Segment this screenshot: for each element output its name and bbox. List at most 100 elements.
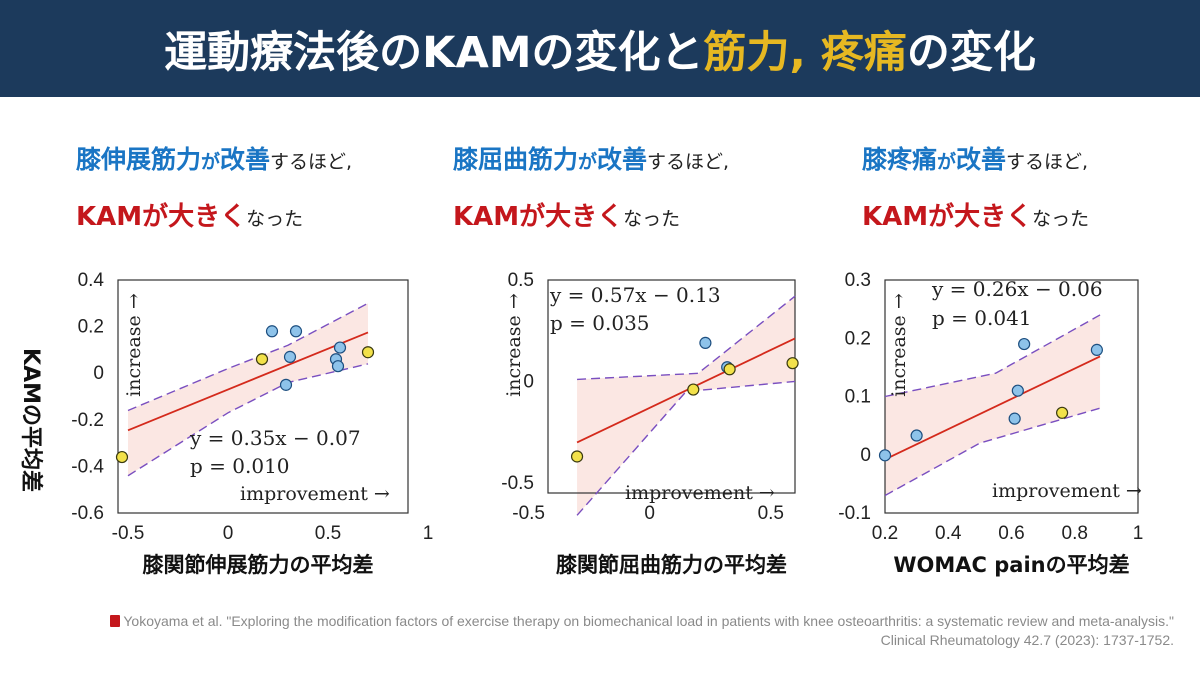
data-point-blue bbox=[283, 350, 297, 363]
x-axis-label: 膝関節伸展筋力の平均差 bbox=[143, 553, 374, 577]
y-tick-label: 0.1 bbox=[845, 387, 871, 408]
p-value: p = 0.041 bbox=[932, 306, 1032, 330]
panel2-result: KAMが大きくなった bbox=[453, 196, 680, 233]
y-tick-label: 0.2 bbox=[845, 328, 871, 349]
plot-frame bbox=[547, 279, 796, 494]
title-highlight: 筋力, 疼痛 bbox=[703, 27, 907, 78]
y-tick-label: 0 bbox=[523, 371, 534, 392]
ci-upper-line bbox=[577, 295, 796, 381]
y-tick-label: 0.4 bbox=[78, 270, 105, 291]
x-tick-label: 1 bbox=[1133, 523, 1144, 544]
x-axis-label: WOMAC painの平均差 bbox=[893, 553, 1129, 577]
x-tick-label: 0 bbox=[644, 503, 655, 524]
data-point-blue bbox=[333, 341, 347, 354]
chart-2: -0.5 0 0.5 0.5 0 -0.5 y = 0.57x − 0.13 p = 0.03… bbox=[501, 270, 799, 577]
x-tick-label: 0.4 bbox=[935, 523, 962, 544]
title-part2: KAM bbox=[422, 27, 532, 78]
data-point-blue bbox=[279, 378, 293, 391]
data-point-yellow bbox=[1055, 406, 1069, 419]
panel3-result-suffix: なった bbox=[1032, 208, 1090, 230]
increase-annotation: increase → bbox=[123, 293, 145, 397]
panel3-particle: が bbox=[937, 151, 957, 173]
x-tick-label: 1 bbox=[423, 523, 434, 544]
panel2-improve: 改善 bbox=[597, 145, 648, 174]
data-point-blue bbox=[699, 336, 712, 349]
data-point-yellow bbox=[255, 353, 269, 366]
regression-line bbox=[576, 337, 796, 444]
panel1-result: KAMが大きくなった bbox=[76, 196, 303, 233]
ci-lower-line bbox=[884, 407, 1101, 497]
citation-line2: Clinical Rheumatology 42.7 (2023): 1737-… bbox=[880, 632, 1174, 648]
y-tick-label: -0.4 bbox=[71, 456, 104, 477]
data-point-yellow bbox=[786, 357, 799, 370]
x-tick-label: 0.5 bbox=[315, 523, 341, 544]
regression-equation: y = 0.26x − 0.06 bbox=[931, 277, 1103, 301]
ci-upper-line bbox=[884, 314, 1101, 398]
panel1-kam-bigger: KAMが大きく bbox=[76, 202, 247, 232]
y-tick-label: 0.5 bbox=[508, 270, 534, 291]
data-point-blue bbox=[878, 449, 892, 462]
x-tick-label: 0.2 bbox=[872, 523, 898, 544]
improvement-annotation: improvement → bbox=[625, 482, 775, 504]
y-tick-label: 0.2 bbox=[78, 317, 104, 338]
y-tick-label: -0.6 bbox=[71, 503, 104, 524]
ci-band bbox=[128, 303, 368, 476]
data-point-yellow bbox=[687, 383, 700, 396]
panel1-result-suffix: なった bbox=[246, 208, 304, 230]
y-tick-label: -0.1 bbox=[838, 503, 871, 524]
book-icon bbox=[110, 615, 121, 627]
x-tick-label: 0.5 bbox=[758, 503, 784, 524]
y-tick-label: 0 bbox=[860, 445, 871, 466]
y-tick-label: 0 bbox=[93, 363, 104, 384]
ci-band bbox=[885, 314, 1101, 496]
x-tick-label: -0.5 bbox=[512, 503, 545, 524]
data-point-blue bbox=[1090, 343, 1103, 356]
title-part3: の変化と bbox=[531, 27, 704, 78]
data-point-blue bbox=[1008, 412, 1021, 425]
regression-line bbox=[884, 355, 1101, 461]
panel1-improve: 改善 bbox=[220, 145, 271, 174]
panel2-result-suffix: なった bbox=[623, 208, 681, 230]
data-point-blue bbox=[265, 325, 279, 338]
panel3-improve: 改善 bbox=[956, 145, 1007, 174]
data-point-yellow bbox=[115, 450, 129, 464]
regression-equation: y = 0.57x − 0.13 bbox=[549, 283, 721, 307]
panel1-suffix: するほど, bbox=[270, 151, 353, 173]
data-point-blue bbox=[1011, 384, 1024, 397]
increase-annotation: increase → bbox=[888, 293, 910, 397]
plot-frame bbox=[117, 279, 409, 514]
title-part1: 運動療法後の bbox=[164, 27, 423, 78]
data-point-blue bbox=[1018, 337, 1031, 351]
x-tick-label: 0.8 bbox=[1062, 523, 1088, 544]
y-tick-label: -0.2 bbox=[71, 410, 104, 431]
chart-1: -0.5 0 0.5 1 0.4 0.2 0 -0.2 -0.4 -0.6 y = 0.35x − … bbox=[71, 270, 433, 577]
x-axis-label: 膝関節屈曲筋力の平均差 bbox=[556, 553, 787, 577]
title-bar: 運動療法後のKAMの変化と筋力, 疼痛の変化 bbox=[0, 0, 1200, 97]
panel1-heading: 膝伸展筋力が改善するほど, bbox=[76, 140, 352, 176]
panel2-kam-bigger: KAMが大きく bbox=[453, 202, 624, 232]
panel2-heading: 膝屈曲筋力が改善するほど, bbox=[453, 140, 729, 176]
title-part5: の変化 bbox=[906, 27, 1036, 78]
panel2-particle: が bbox=[578, 151, 598, 173]
ci-band bbox=[577, 296, 795, 516]
panel3-suffix: するほど, bbox=[1006, 151, 1089, 173]
x-tick-label: -0.5 bbox=[112, 523, 145, 544]
p-value: p = 0.035 bbox=[550, 311, 650, 335]
x-tick-label: 0.6 bbox=[998, 523, 1024, 544]
panel3-heading: 膝疼痛が改善するほど, bbox=[862, 140, 1088, 176]
regression-line bbox=[127, 331, 369, 432]
data-point-blue bbox=[331, 360, 345, 373]
y-tick-label: -0.5 bbox=[501, 473, 534, 494]
data-point-blue bbox=[910, 429, 923, 442]
data-point-yellow bbox=[723, 363, 736, 376]
panel2-subject: 膝屈曲筋力 bbox=[453, 145, 579, 174]
chart-3: 0.2 0.4 0.6 0.8 1 0.3 0.2 0.1 0 -0.1 y = 0.26x − 0… bbox=[838, 270, 1143, 577]
panel2-suffix: するほど, bbox=[647, 151, 730, 173]
data-point-yellow bbox=[361, 346, 375, 359]
data-point-yellow bbox=[570, 450, 584, 463]
data-point-blue bbox=[289, 325, 303, 338]
improvement-annotation: improvement → bbox=[240, 483, 390, 505]
citation: Yokoyama et al. "Exploring the modificat… bbox=[110, 612, 1174, 650]
panel1-particle: が bbox=[201, 151, 221, 173]
